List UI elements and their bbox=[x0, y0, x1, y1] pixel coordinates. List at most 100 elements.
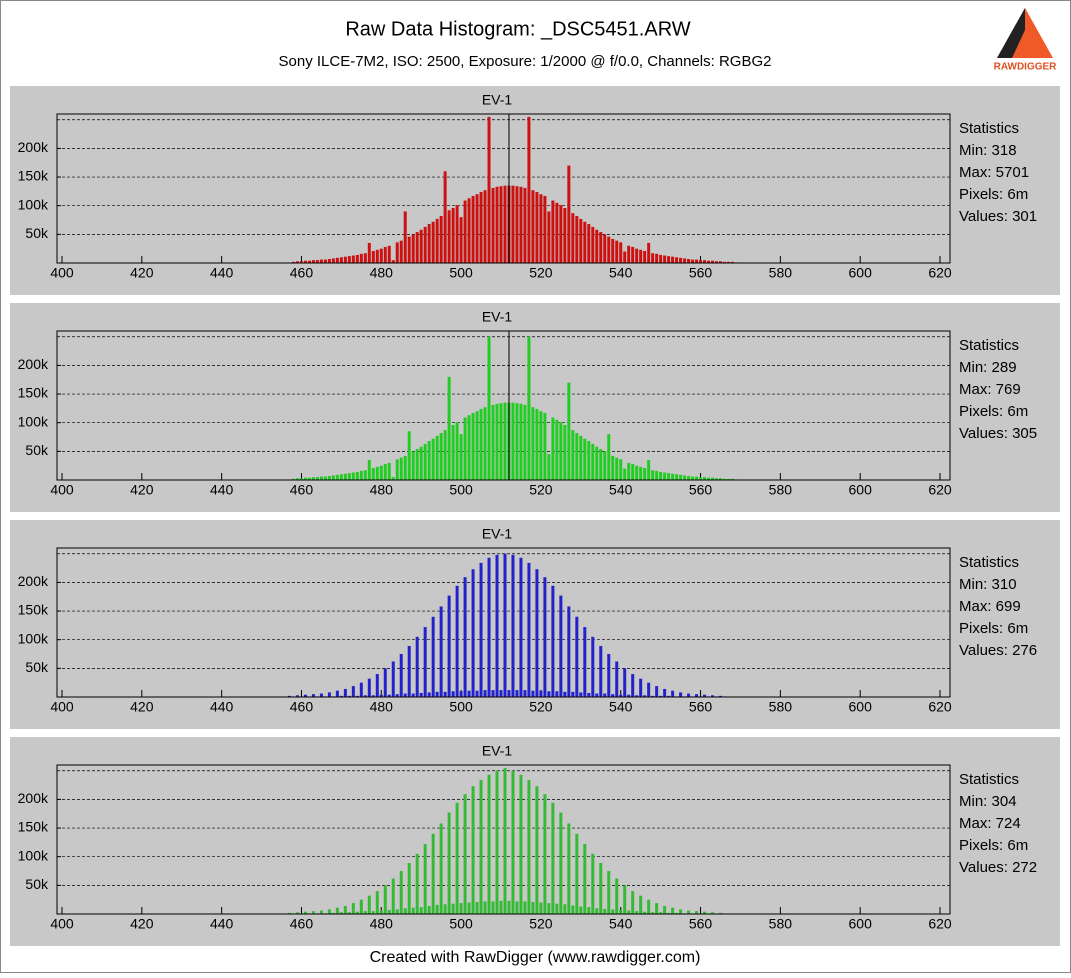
bar bbox=[375, 466, 379, 480]
bar bbox=[423, 627, 427, 697]
bar bbox=[295, 912, 299, 914]
bar bbox=[651, 695, 655, 697]
y-tick-label: 100k bbox=[18, 413, 49, 429]
x-tick-label: 560 bbox=[689, 699, 713, 715]
bar bbox=[323, 476, 327, 480]
bar bbox=[463, 577, 467, 697]
bar bbox=[415, 232, 419, 263]
annotation: EV-1 bbox=[482, 309, 513, 325]
bar bbox=[563, 904, 567, 914]
bar bbox=[575, 216, 579, 263]
bar bbox=[347, 912, 351, 914]
bar bbox=[395, 459, 399, 480]
bar bbox=[635, 465, 639, 480]
bar bbox=[327, 475, 331, 480]
bar bbox=[411, 234, 415, 263]
bar bbox=[399, 871, 403, 914]
bar bbox=[427, 441, 431, 480]
bar bbox=[407, 431, 411, 480]
bar bbox=[527, 116, 531, 263]
bar bbox=[643, 250, 647, 263]
x-tick-label: 520 bbox=[529, 265, 553, 281]
x-tick-label: 400 bbox=[50, 482, 74, 498]
bar bbox=[595, 446, 599, 480]
bar bbox=[575, 616, 579, 697]
bar bbox=[375, 674, 379, 697]
bar bbox=[535, 569, 539, 697]
bar bbox=[551, 417, 555, 480]
stat-line: Statistics bbox=[959, 554, 1019, 571]
bar bbox=[515, 186, 519, 263]
bar bbox=[339, 474, 343, 480]
bar bbox=[419, 907, 423, 914]
bar bbox=[607, 236, 611, 263]
bar bbox=[371, 695, 375, 697]
bar bbox=[471, 412, 475, 480]
bar bbox=[287, 695, 291, 697]
bar bbox=[467, 902, 471, 914]
bar bbox=[567, 823, 571, 914]
bar bbox=[571, 213, 575, 263]
panel bbox=[10, 303, 1060, 512]
annotation: EV-1 bbox=[482, 526, 513, 542]
bar bbox=[351, 472, 355, 480]
x-tick-label: 580 bbox=[769, 699, 793, 715]
bar bbox=[591, 226, 595, 263]
bar bbox=[327, 258, 331, 263]
bar bbox=[719, 261, 722, 263]
stat-line: Pixels: 6m bbox=[959, 837, 1028, 854]
bar bbox=[607, 654, 611, 697]
x-tick-label: 460 bbox=[290, 482, 314, 498]
bar bbox=[351, 903, 355, 914]
bar bbox=[655, 470, 659, 480]
x-tick-label: 440 bbox=[210, 482, 234, 498]
bar bbox=[711, 260, 715, 263]
bar bbox=[451, 691, 455, 697]
bar bbox=[663, 472, 667, 480]
x-tick-label: 600 bbox=[849, 265, 873, 281]
bar bbox=[491, 187, 495, 263]
bar bbox=[407, 236, 411, 263]
bar bbox=[311, 694, 315, 697]
bar bbox=[479, 408, 483, 480]
bar bbox=[519, 403, 523, 480]
bar bbox=[619, 909, 623, 914]
bar bbox=[399, 240, 403, 263]
bar bbox=[319, 476, 323, 480]
bar bbox=[531, 407, 535, 480]
subtitle: Sony ILCE-7M2, ISO: 2500, Exposure: 1/20… bbox=[279, 53, 772, 70]
bar bbox=[287, 912, 291, 914]
bar bbox=[447, 376, 451, 480]
bar bbox=[695, 694, 699, 697]
bar bbox=[659, 695, 663, 697]
bar bbox=[539, 902, 543, 914]
bar bbox=[523, 404, 527, 480]
bar bbox=[455, 585, 459, 697]
bar bbox=[359, 253, 363, 263]
x-tick-label: 540 bbox=[609, 482, 633, 498]
y-tick-label: 200k bbox=[18, 139, 49, 155]
bar bbox=[443, 171, 447, 263]
stat-line: Min: 318 bbox=[959, 142, 1017, 159]
bar bbox=[659, 254, 663, 263]
bar bbox=[427, 692, 431, 697]
x-tick-label: 600 bbox=[849, 482, 873, 498]
bar bbox=[295, 695, 299, 697]
title: Raw Data Histogram: _DSC5451.ARW bbox=[345, 18, 690, 40]
logo: RAWDIGGER bbox=[994, 8, 1057, 73]
bar bbox=[303, 694, 307, 697]
x-tick-label: 460 bbox=[290, 265, 314, 281]
x-tick-label: 580 bbox=[769, 265, 793, 281]
y-tick-label: 200k bbox=[18, 573, 49, 589]
footer: Created with RawDigger (www.rawdigger.co… bbox=[370, 949, 701, 966]
bar bbox=[659, 471, 663, 480]
bar bbox=[467, 198, 471, 263]
bar bbox=[531, 690, 535, 697]
bar bbox=[395, 694, 399, 697]
bar bbox=[399, 654, 403, 697]
bar bbox=[435, 691, 439, 697]
bar bbox=[575, 833, 579, 914]
bar bbox=[603, 908, 607, 914]
bar bbox=[323, 259, 327, 263]
bar bbox=[387, 245, 391, 263]
